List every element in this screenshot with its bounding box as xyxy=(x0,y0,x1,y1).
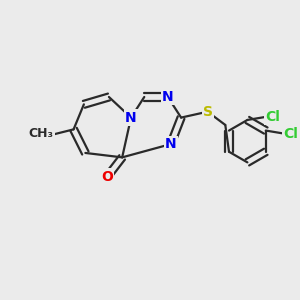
Text: Cl: Cl xyxy=(265,110,280,124)
Text: S: S xyxy=(202,105,213,119)
Text: N: N xyxy=(125,111,137,124)
Text: Cl: Cl xyxy=(284,127,298,140)
Text: CH₃: CH₃ xyxy=(29,127,54,140)
Text: O: O xyxy=(101,169,113,184)
Text: N: N xyxy=(162,90,174,104)
Text: N: N xyxy=(165,137,177,151)
